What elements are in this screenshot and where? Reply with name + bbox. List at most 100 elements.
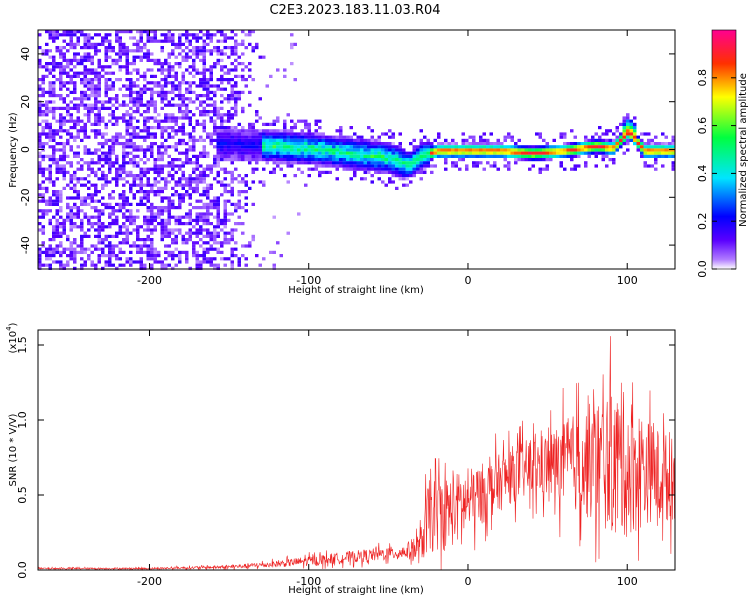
heatmap-cell xyxy=(202,94,206,98)
heatmap-cell xyxy=(55,36,59,40)
heatmap-cell xyxy=(398,177,402,181)
heatmap-cell xyxy=(227,257,231,261)
heatmap-cell xyxy=(164,234,168,238)
heatmap-cell xyxy=(293,154,297,158)
heatmap-cell xyxy=(174,180,178,184)
heatmap-cell xyxy=(69,36,73,40)
heatmap-cell xyxy=(38,46,42,50)
heatmap-cell xyxy=(153,84,157,88)
heatmap-cell xyxy=(223,215,227,219)
heatmap-cell xyxy=(164,113,168,117)
heatmap-cell xyxy=(650,154,654,158)
heatmap-cell xyxy=(160,78,164,82)
heatmap-cell xyxy=(104,225,108,229)
heatmap-cell xyxy=(188,39,192,43)
heatmap-cell xyxy=(171,68,175,72)
heatmap-cell xyxy=(90,167,94,171)
heatmap-cell xyxy=(139,33,143,37)
heatmap-cell xyxy=(220,158,224,162)
heatmap-cell xyxy=(234,177,238,181)
heatmap-cell xyxy=(363,158,367,162)
heatmap-cell xyxy=(69,206,73,210)
heatmap-cell xyxy=(143,266,147,270)
heatmap-cell xyxy=(206,94,210,98)
heatmap-cell xyxy=(52,100,56,104)
heatmap-cell xyxy=(664,142,668,146)
heatmap-cell xyxy=(55,170,59,174)
heatmap-cell xyxy=(38,263,42,267)
heatmap-cell xyxy=(269,74,273,78)
heatmap-cell xyxy=(615,148,619,152)
heatmap-cell xyxy=(167,228,171,232)
heatmap-cell xyxy=(143,196,147,200)
heatmap-cell xyxy=(160,234,164,238)
heatmap-cell xyxy=(199,103,203,107)
heatmap-cell xyxy=(419,170,423,174)
heatmap-cell xyxy=(104,263,108,267)
heatmap-cell xyxy=(230,193,234,197)
heatmap-cell xyxy=(164,148,168,152)
heatmap-cell xyxy=(475,151,479,155)
heatmap-cell xyxy=(356,151,360,155)
heatmap-cell xyxy=(234,74,238,78)
heatmap-cell xyxy=(153,193,157,197)
heatmap-cell xyxy=(153,257,157,261)
heatmap-cell xyxy=(475,145,479,149)
heatmap-cell xyxy=(654,167,658,171)
heatmap-cell xyxy=(150,228,154,232)
heatmap-cell xyxy=(73,238,77,242)
heatmap-cell xyxy=(167,52,171,56)
heatmap-cell xyxy=(104,151,108,155)
heatmap-cell xyxy=(206,167,210,171)
heatmap-cell xyxy=(402,164,406,168)
heatmap-cell xyxy=(143,154,147,158)
heatmap-cell xyxy=(160,260,164,264)
heatmap-cell xyxy=(139,113,143,117)
heatmap-cell xyxy=(55,209,59,213)
heatmap-cell xyxy=(160,154,164,158)
heatmap-cell xyxy=(216,158,220,162)
heatmap-cell xyxy=(153,228,157,232)
heatmap-cell xyxy=(199,113,203,117)
heatmap-cell xyxy=(234,33,238,37)
heatmap-cell xyxy=(45,199,49,203)
heatmap-cell xyxy=(206,103,210,107)
heatmap-cell xyxy=(104,177,108,181)
heatmap-cell xyxy=(241,129,245,133)
heatmap-cell xyxy=(118,132,122,136)
heatmap-cell xyxy=(185,180,189,184)
heatmap-cell xyxy=(650,151,654,155)
heatmap-cell xyxy=(265,151,269,155)
heatmap-cell xyxy=(146,222,150,226)
heatmap-cell xyxy=(206,250,210,254)
heatmap-cell xyxy=(171,74,175,78)
heatmap-cell xyxy=(307,154,311,158)
heatmap-cell xyxy=(444,167,448,171)
heatmap-cell xyxy=(52,129,56,133)
heatmap-cell xyxy=(125,257,129,261)
heatmap-cell xyxy=(167,202,171,206)
heatmap-cell xyxy=(129,215,133,219)
heatmap-cell xyxy=(150,39,154,43)
heatmap-cell xyxy=(139,180,143,184)
heatmap-cell xyxy=(440,148,444,152)
heatmap-cell xyxy=(598,145,602,149)
heatmap-cell xyxy=(409,154,413,158)
heatmap-cell xyxy=(157,158,161,162)
heatmap-cell xyxy=(612,142,616,146)
heatmap-cell xyxy=(556,151,560,155)
heatmap-cell xyxy=(230,68,234,72)
heatmap-cell xyxy=(59,46,63,50)
heatmap-cell xyxy=(433,154,437,158)
heatmap-cell xyxy=(433,164,437,168)
spectrogram-xtick-label: -200 xyxy=(137,274,162,287)
heatmap-cell xyxy=(146,167,150,171)
heatmap-cell xyxy=(62,55,66,59)
heatmap-cell xyxy=(223,113,227,117)
heatmap-cell xyxy=(192,145,196,149)
heatmap-cell xyxy=(90,193,94,197)
heatmap-cell xyxy=(108,212,112,216)
heatmap-cell xyxy=(73,87,77,91)
heatmap-cell xyxy=(356,158,360,162)
heatmap-cell xyxy=(160,62,164,66)
